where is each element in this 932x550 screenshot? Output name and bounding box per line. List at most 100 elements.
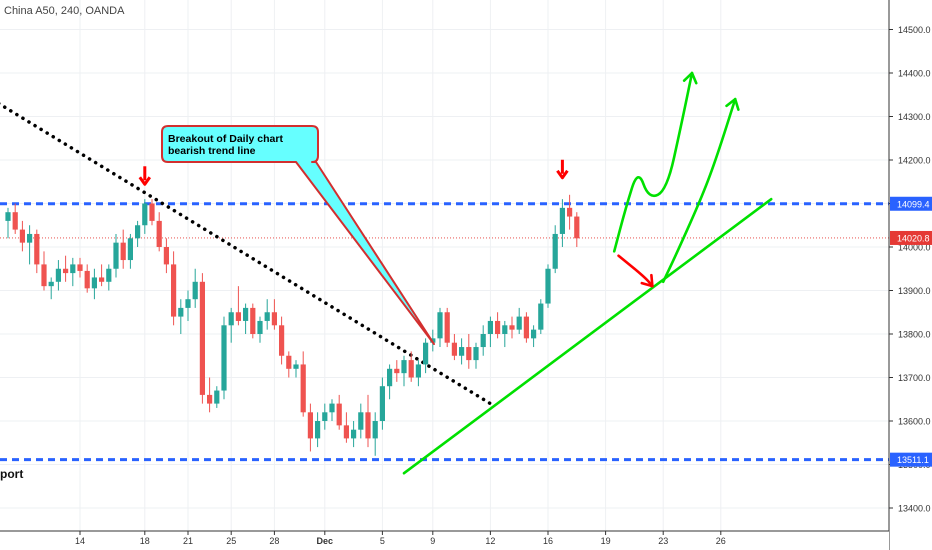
candle	[63, 255, 69, 282]
candle-body	[487, 320, 493, 334]
price-tick-label: 13600.0	[898, 417, 931, 427]
candle	[257, 316, 263, 343]
candle-body	[199, 281, 205, 395]
candle-body	[466, 347, 472, 361]
time-tick-label: 21	[183, 536, 193, 546]
candle-body	[437, 312, 443, 339]
candle	[531, 325, 537, 348]
candle-body	[423, 342, 429, 365]
candle-body	[451, 342, 457, 356]
candle	[322, 403, 328, 430]
candle	[27, 225, 33, 265]
candle-body	[185, 299, 191, 308]
price-level-badge	[890, 230, 932, 245]
candle-body	[142, 203, 148, 226]
time-tick-label: 28	[269, 536, 279, 546]
candle-body	[559, 207, 565, 234]
candle-body	[523, 316, 529, 339]
candle-body	[228, 312, 234, 326]
candle	[459, 338, 465, 365]
candle	[286, 351, 292, 378]
candle	[567, 194, 573, 230]
time-tick-label: 19	[601, 536, 611, 546]
candle-body	[516, 316, 522, 330]
reversal-markers	[138, 159, 569, 186]
candle	[351, 421, 357, 448]
down-arrow-icon	[556, 159, 569, 180]
candle	[509, 316, 515, 339]
candle-body	[401, 360, 407, 374]
price-level-badge-label: 13511.1	[897, 455, 929, 465]
time-tick-label: 25	[226, 536, 236, 546]
candle	[113, 233, 119, 278]
horizontal-levels	[0, 202, 889, 462]
candle-body	[19, 229, 25, 243]
time-tick-label: 14	[75, 536, 85, 546]
projection-arrows	[612, 71, 740, 288]
candle	[70, 257, 76, 287]
candle	[516, 307, 522, 334]
candle-body	[156, 220, 162, 247]
candle	[372, 412, 378, 456]
candle	[228, 307, 234, 343]
candle-body	[567, 207, 573, 217]
candle	[279, 316, 285, 365]
price-tick-label: 14000.0	[898, 243, 931, 253]
candle	[185, 290, 191, 321]
candle-body	[495, 320, 501, 334]
candle	[394, 360, 400, 382]
time-tick-label: 18	[140, 536, 150, 546]
time-tick-label: 26	[716, 536, 726, 546]
candle-body	[91, 277, 97, 289]
candle-body	[574, 216, 580, 239]
candle	[235, 286, 241, 326]
candle-body	[286, 355, 292, 369]
time-tick-label: Dec	[317, 536, 334, 546]
candle-body	[351, 429, 357, 439]
candle	[163, 238, 169, 274]
price-axis[interactable]: 14500.014400.014300.014200.014100.014000…	[888, 0, 932, 550]
candle-body	[444, 312, 450, 343]
candle-body	[473, 347, 479, 361]
candle	[315, 412, 321, 448]
candle	[99, 264, 105, 287]
candle	[34, 229, 40, 274]
candle-body	[552, 233, 558, 269]
time-tick-label: 12	[485, 536, 495, 546]
candle-body	[257, 320, 263, 334]
candle-body	[48, 281, 54, 287]
candle-body	[243, 307, 249, 321]
candle	[437, 307, 443, 348]
candle-body	[70, 264, 76, 274]
candle	[171, 251, 177, 326]
callout-text-line-1: Breakout of Daily chart	[168, 133, 283, 145]
candle-body	[329, 403, 335, 413]
candle-body	[63, 268, 69, 274]
candle-body	[250, 307, 256, 334]
candle	[48, 277, 54, 300]
candle-body	[307, 412, 313, 439]
time-axis-background	[0, 531, 889, 550]
projection-arrowhead-green	[725, 97, 740, 111]
candle	[379, 377, 385, 430]
candle	[214, 386, 220, 408]
candle	[487, 316, 493, 348]
candle-body	[322, 412, 328, 421]
candle	[156, 212, 162, 252]
candle-body	[480, 334, 486, 348]
candle	[41, 251, 47, 291]
candle-body	[149, 203, 155, 221]
candle	[135, 220, 141, 247]
candle-body	[178, 307, 184, 317]
candle	[84, 264, 90, 293]
candle	[120, 229, 126, 269]
time-axis[interactable]: 14 18 21 25 28 Dec 5 9 12 16 19 23 26	[0, 530, 889, 550]
candle	[178, 299, 184, 334]
candle-body	[358, 412, 364, 430]
candle-body	[214, 390, 220, 404]
candle-body	[372, 421, 378, 439]
candle-body	[315, 421, 321, 439]
time-tick-label: 9	[430, 536, 435, 546]
candle	[523, 312, 529, 343]
